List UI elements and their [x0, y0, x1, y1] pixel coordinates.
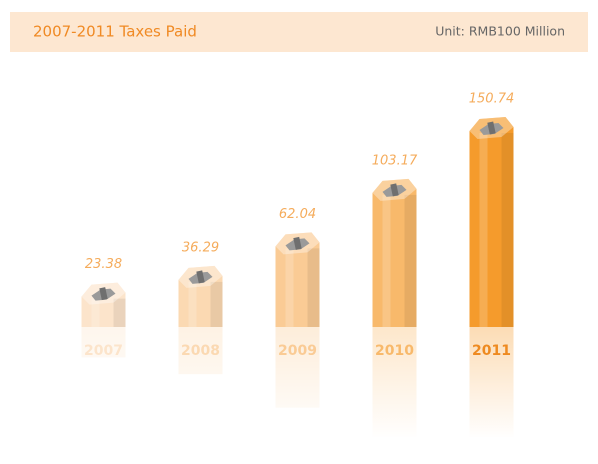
chart-title: 2007-2011 Taxes Paid	[33, 23, 197, 41]
unit-label: Unit: RMB100 Million	[435, 24, 565, 39]
value-label: 62.04	[279, 207, 316, 222]
x-tick-label: 2010	[375, 343, 414, 359]
value-label: 150.74	[469, 92, 515, 107]
x-tick-label: 2011	[472, 343, 511, 359]
bar-highlight	[286, 246, 294, 327]
bar-shade	[405, 193, 417, 327]
bar-shade	[502, 131, 514, 327]
bar-shade	[114, 297, 126, 327]
page: 2007-2011 Taxes Paid Unit: RMB100 Millio…	[0, 0, 598, 464]
x-tick-label: 2008	[181, 343, 220, 359]
bar-shade	[211, 280, 223, 327]
x-tick-label: 2007	[84, 343, 123, 359]
bar-highlight	[480, 131, 488, 327]
chart: 2007-2011 Taxes Paid Unit: RMB100 Millio…	[0, 0, 598, 464]
value-label: 23.38	[85, 257, 122, 272]
bar-shade	[308, 246, 320, 327]
x-tick-label: 2009	[278, 343, 317, 359]
value-label: 103.17	[372, 153, 418, 168]
value-label: 36.29	[182, 240, 219, 255]
bar-highlight	[383, 193, 391, 327]
